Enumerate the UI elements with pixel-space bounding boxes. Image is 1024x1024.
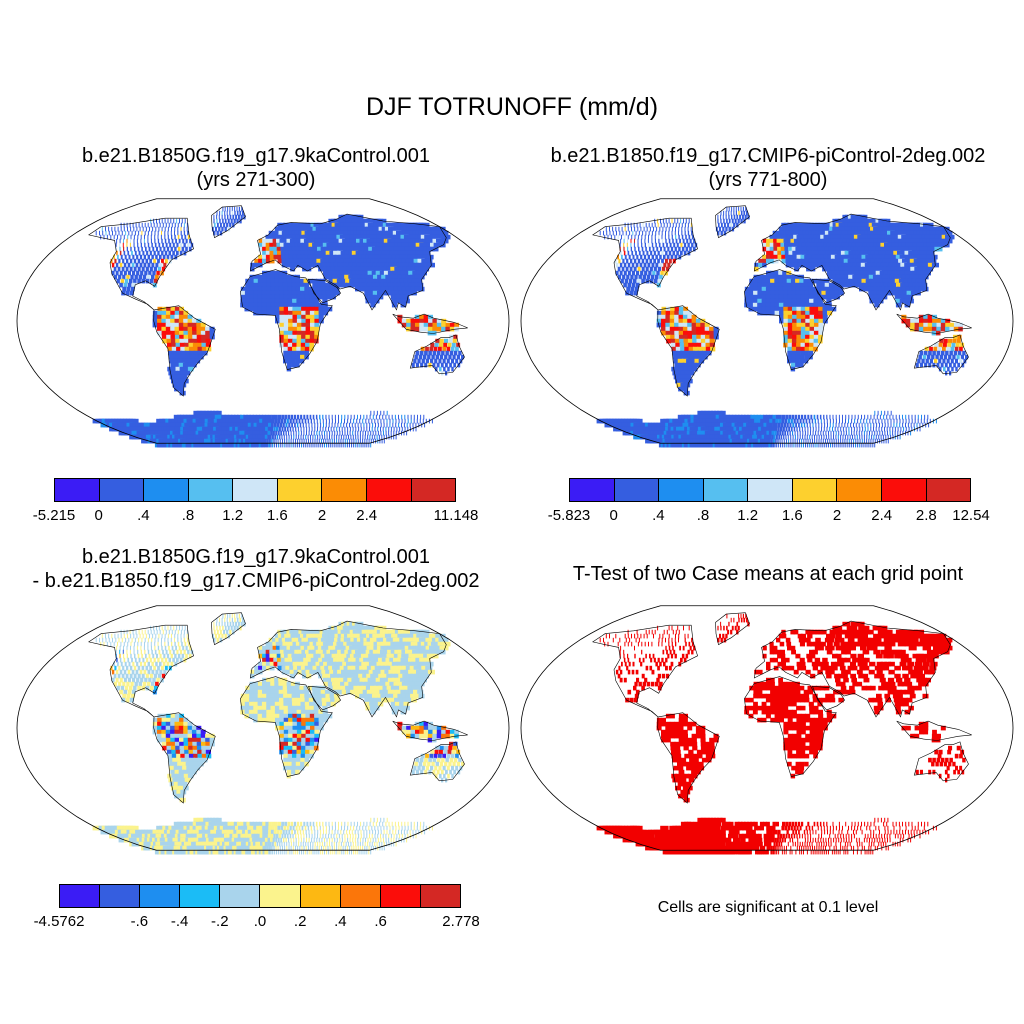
colorbar-box xyxy=(188,479,234,501)
coastlines xyxy=(88,612,468,804)
colorbar-box xyxy=(180,885,221,907)
coastlines xyxy=(592,205,972,397)
map-panel-top-left xyxy=(16,198,510,448)
panel-title-bottom-left: b.e21.B1850G.f19_g17.9kaControl.001 - b.… xyxy=(0,545,526,593)
colorbar-box xyxy=(411,479,456,501)
colorbar-box xyxy=(837,479,882,501)
panel-title-top-right: b.e21.B1850.f19_g17.CMIP6-piControl-2deg… xyxy=(512,144,1024,192)
colorbar-bottom-left xyxy=(59,884,461,908)
grid-cells xyxy=(596,613,966,855)
colorbar-box xyxy=(881,479,927,501)
map-panel-bottom-left xyxy=(16,605,510,855)
colorbar-tick-label: .4 xyxy=(652,507,665,524)
colorbar-box xyxy=(100,885,141,907)
colorbar-tick-label: -.6 xyxy=(130,913,149,930)
panel-title-line2: (yrs 771-800) xyxy=(708,169,828,191)
colorbar-box xyxy=(792,479,838,501)
panel-title-line2: - b.e21.B1850.f19_g17.CMIP6-piControl-2d… xyxy=(32,570,480,592)
colorbar-box xyxy=(144,479,189,501)
colorbar-tick-label: 1.2 xyxy=(222,507,244,524)
colorbar-box xyxy=(300,885,341,907)
colorbar-tick-label: 0 xyxy=(94,507,103,524)
colorbar-tick-label: 2 xyxy=(317,507,327,524)
colorbar-tick-label: .0 xyxy=(253,913,267,930)
colorbar-tick-label: -.2 xyxy=(211,913,229,930)
coastlines xyxy=(592,612,972,804)
colorbar-tick-label: .2 xyxy=(293,913,307,930)
colorbar-box xyxy=(380,885,421,907)
colorbar-box xyxy=(233,479,278,501)
colorbar-tick-label: 2.778 xyxy=(442,913,480,930)
grid-cells xyxy=(596,206,969,448)
colorbar-tick-label: 0 xyxy=(609,507,618,524)
colorbar-tick-label: 2.4 xyxy=(356,507,378,524)
colorbar-tick-label: -.4 xyxy=(170,913,189,930)
map-panel-bottom-right xyxy=(520,605,1014,855)
colorbar-tick-label: 1.6 xyxy=(266,507,288,524)
colorbar-tick-label: 2 xyxy=(832,507,842,524)
colorbar-box xyxy=(659,479,704,501)
colorbar-box xyxy=(322,479,367,501)
colorbar-box xyxy=(340,885,381,907)
grid-cells xyxy=(92,206,465,448)
panel-title-line1: b.e21.B1850G.f19_g17.9kaControl.001 xyxy=(81,546,431,568)
colorbar-tick-label: -5.215 xyxy=(32,507,76,524)
colorbar-tick-label: .8 xyxy=(696,507,710,524)
colorbar-box xyxy=(60,885,101,907)
panel-title-line1: b.e21.B1850G.f19_g17.9kaControl.001 xyxy=(81,145,431,167)
colorbar-tick-label: 1.6 xyxy=(781,507,803,524)
colorbar-tick-label: -5.823 xyxy=(547,507,591,524)
colorbar-box xyxy=(277,479,323,501)
colorbar-box xyxy=(366,479,412,501)
grid-cells xyxy=(92,613,465,855)
colorbar-tick-label: 12.54 xyxy=(952,507,990,524)
colorbar-tick-label: 11.148 xyxy=(433,507,479,524)
colorbar-tick-label: .4 xyxy=(137,507,150,524)
colorbar-box xyxy=(220,885,261,907)
colorbar-box xyxy=(570,479,615,501)
colorbar-tick-label: .6 xyxy=(374,913,387,930)
colorbar-box xyxy=(748,479,793,501)
map-outline xyxy=(16,198,510,444)
colorbar-box xyxy=(260,885,301,907)
colorbar-box xyxy=(420,885,460,907)
colorbar-box xyxy=(703,479,749,501)
significance-note: Cells are significant at 0.1 level xyxy=(657,899,879,916)
coastlines xyxy=(88,205,468,397)
colorbar-box xyxy=(140,885,181,907)
colorbar-box xyxy=(99,479,145,501)
panel-title-line2: (yrs 271-300) xyxy=(196,169,316,191)
colorbar-tick-label: -4.5762 xyxy=(33,913,85,930)
colorbar-top-left xyxy=(54,478,456,502)
colorbar-box xyxy=(55,479,100,501)
panel-title-bottom-right: T-Test of two Case means at each grid po… xyxy=(572,563,964,585)
colorbar-tick-label: 2.4 xyxy=(871,507,893,524)
colorbar-box xyxy=(614,479,660,501)
panel-title-top-left: b.e21.B1850G.f19_g17.9kaControl.001 (yrs… xyxy=(0,144,512,192)
map-panel-top-right xyxy=(520,198,1014,448)
map-outline xyxy=(16,605,510,851)
colorbar-box xyxy=(926,479,971,501)
colorbar-tick-label: .4 xyxy=(334,913,347,930)
colorbar-tick-label: 2.8 xyxy=(915,507,937,524)
colorbar-tick-label: 1.2 xyxy=(737,507,759,524)
colorbar-top-right xyxy=(569,478,971,502)
figure-title: DJF TOTRUNOFF (mm/d) xyxy=(365,93,659,121)
map-outline xyxy=(520,605,1014,851)
panel-title-line1: b.e21.B1850.f19_g17.CMIP6-piControl-2deg… xyxy=(550,145,986,167)
colorbar-tick-label: .8 xyxy=(181,507,195,524)
map-outline xyxy=(520,198,1014,444)
